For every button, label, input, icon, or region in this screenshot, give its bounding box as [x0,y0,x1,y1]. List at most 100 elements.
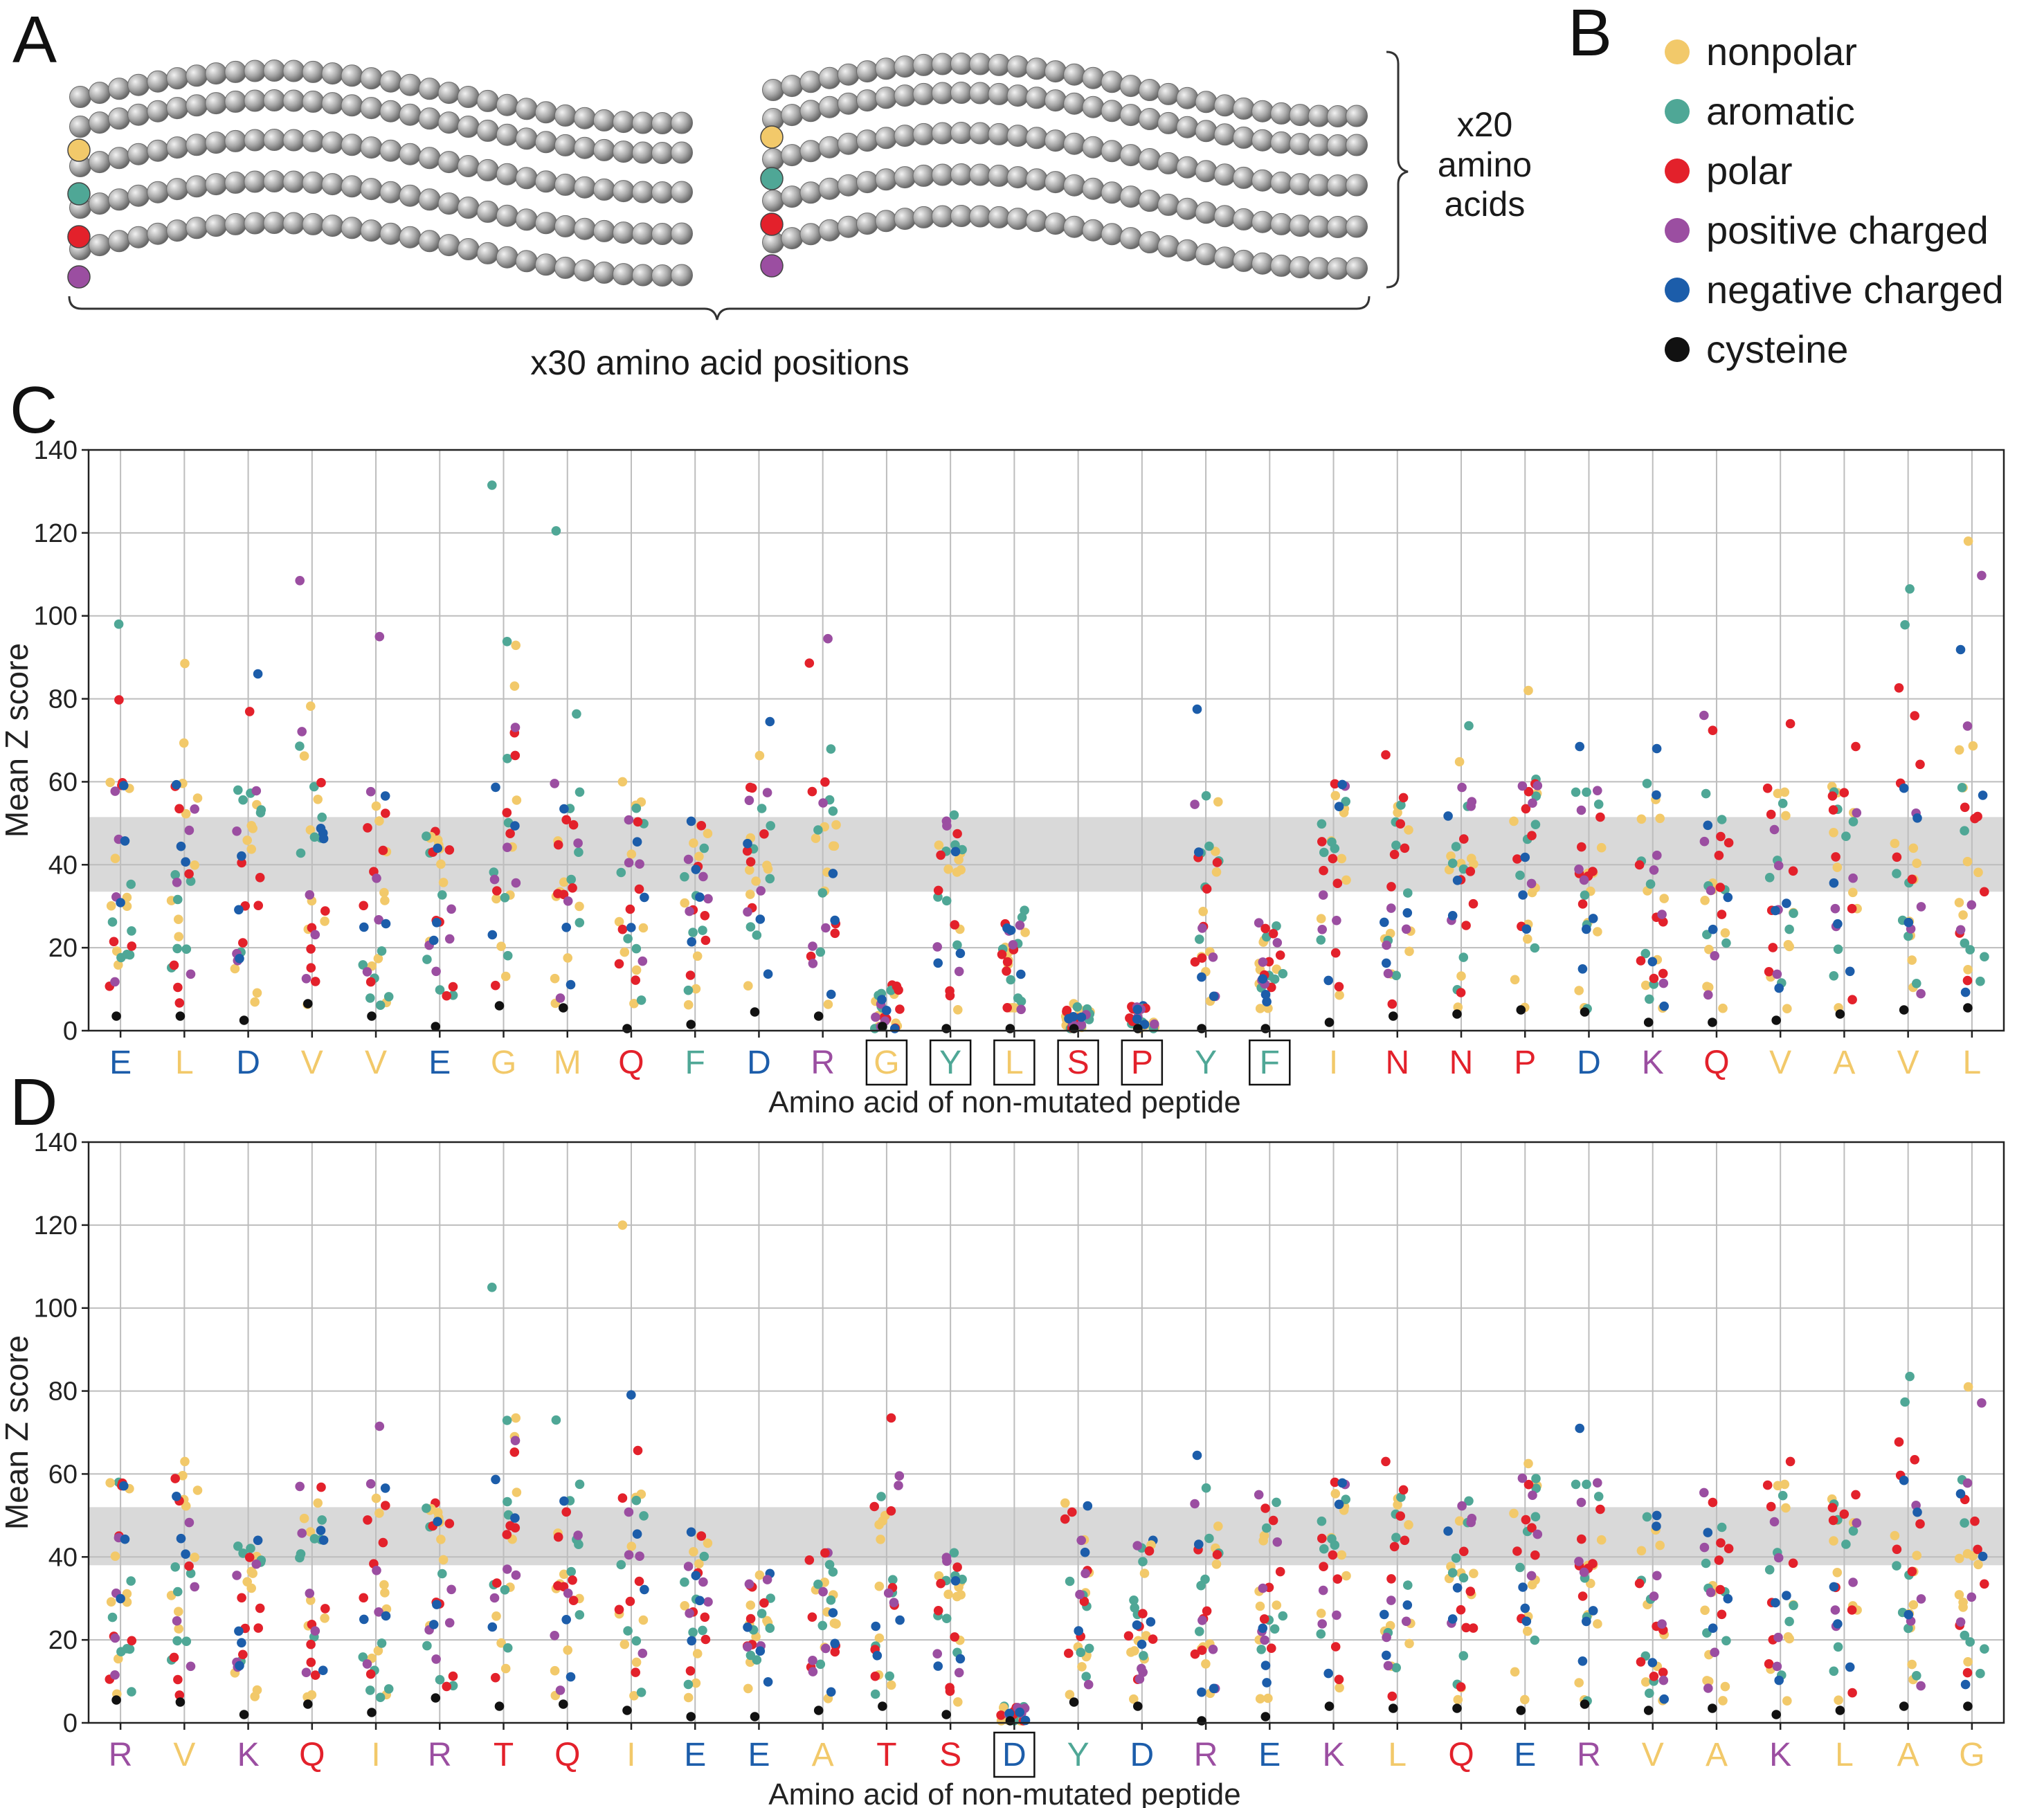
residue-bead [1346,215,1368,238]
data-point [1139,1020,1150,1029]
data-point [238,1649,248,1660]
panel-label-c: C [10,373,58,447]
data-point [696,821,707,831]
data-point [886,1506,896,1516]
data-point [1596,1535,1607,1545]
data-point [305,825,316,835]
cysteine-point [622,1706,632,1715]
y-tick-label: 0 [63,1709,78,1738]
cysteine-point [1069,1697,1079,1707]
residue-bead [671,222,693,245]
data-point [943,1589,953,1600]
data-point [1317,837,1327,847]
data-point [821,923,831,933]
data-point [1256,1645,1266,1654]
data-point [1764,1659,1774,1669]
bracket-right [1386,51,1409,289]
data-point [1125,1013,1134,1023]
data-point [1706,1587,1716,1598]
data-point [1272,1497,1281,1508]
data-point [1341,1571,1351,1581]
mutated-residue-bead [67,182,91,206]
y-tick-label: 20 [48,1626,78,1655]
data-point [1640,1677,1651,1687]
data-point [954,1667,964,1678]
data-point [1532,1529,1543,1539]
residue-bead [671,181,693,204]
data-point [1469,1569,1478,1578]
data-point [251,786,262,796]
data-point [744,795,754,806]
data-point [759,829,769,839]
legend-item-positive: positive charged [1665,201,2004,260]
data-point [1456,1682,1466,1692]
data-point [170,1474,180,1483]
data-point [936,850,946,860]
data-point [313,795,323,804]
data-point [823,1000,833,1009]
data-point [1642,1512,1652,1522]
data-point [1391,1663,1401,1673]
data-point [1762,1480,1773,1490]
data-point [942,1556,952,1566]
data-point [1454,1516,1465,1526]
data-point [895,1004,905,1014]
data-point [379,887,389,898]
data-point [503,1643,513,1653]
data-point [422,1503,431,1513]
data-point [383,1684,394,1694]
data-point [184,1517,195,1528]
data-point [502,1416,512,1425]
data-point [561,1507,571,1517]
data-point [1636,1657,1646,1667]
data-point [1144,1546,1155,1556]
data-point [568,883,577,893]
cysteine-point [686,1712,696,1721]
data-point [500,893,510,903]
data-point [1458,1573,1469,1583]
data-point [1766,1501,1776,1512]
data-point [433,1517,442,1526]
data-point [804,1555,815,1565]
data-point [250,997,260,1007]
data-point [1848,1578,1858,1587]
legend-label-polar: polar [1706,149,1793,192]
data-point [1593,1492,1604,1501]
data-point [634,1576,644,1586]
x-tick-label: R [428,1737,452,1773]
data-point [1975,1668,1985,1679]
data-point [446,1584,456,1595]
data-point [683,854,694,865]
data-point [743,1683,753,1694]
data-point [1652,1521,1661,1531]
data-point [1781,1503,1791,1513]
data-point [110,853,120,863]
data-point [172,894,183,905]
data-point [122,892,132,903]
data-point [1647,1658,1658,1667]
data-point [511,878,521,888]
data-point [317,812,327,822]
data-point [1148,1634,1158,1644]
data-point [1468,1623,1478,1633]
data-point [510,1436,521,1445]
data-point [689,838,698,848]
peptide-schematic [67,51,1409,320]
data-point [698,1577,708,1587]
data-point [1267,1643,1276,1653]
data-point [1330,844,1340,853]
data-point [696,1531,707,1541]
legend-item-nonpolar: nonpolar [1665,22,2004,82]
data-point [1272,938,1283,948]
data-point [886,1680,896,1690]
data-point [1700,1605,1710,1616]
data-point [375,1692,386,1702]
data-point [487,480,497,490]
data-point [1262,1678,1272,1688]
data-point [1197,1616,1207,1625]
data-point [173,914,183,924]
data-point [636,995,646,1005]
data-point [883,1588,894,1598]
data-point [1577,1534,1586,1544]
data-point [181,857,190,867]
